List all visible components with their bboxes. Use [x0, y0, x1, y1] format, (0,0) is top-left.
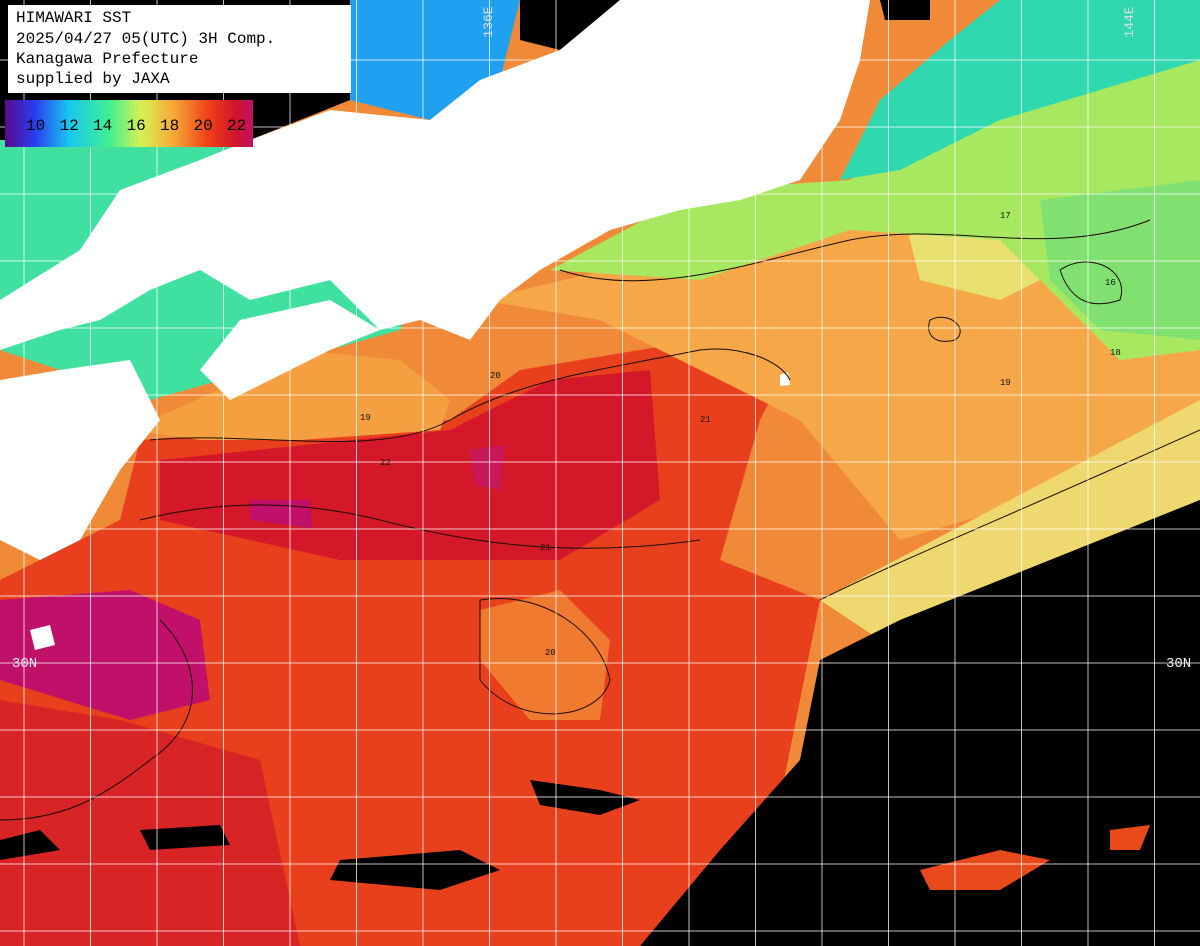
ocean-hot — [470, 445, 505, 490]
cloud — [0, 830, 60, 860]
land — [0, 360, 160, 560]
latitude-label: 30N — [12, 656, 37, 672]
contour-label: 21 — [540, 543, 551, 553]
colorbar-labels: 10 12 14 16 18 20 22 — [26, 117, 246, 135]
land — [0, 0, 870, 350]
cloud — [140, 825, 230, 850]
isotherm — [139, 504, 701, 549]
info-line: Kanagawa Prefecture — [16, 50, 198, 68]
contour-label: 20 — [545, 648, 556, 658]
isotherm — [479, 598, 611, 715]
contour-label: 17 — [1000, 211, 1011, 221]
colorbar-label: 22 — [227, 117, 246, 135]
ocean-green — [550, 40, 1200, 360]
colorbar-label: 12 — [60, 117, 79, 135]
contour-label: 22 — [380, 458, 391, 468]
colorbar-label: 16 — [127, 117, 146, 135]
contour-label: 18 — [1110, 348, 1121, 358]
ocean-red — [1110, 825, 1150, 850]
contour-label: 19 — [360, 413, 371, 423]
longitude-label: 144E — [1122, 6, 1137, 37]
land — [30, 625, 55, 650]
colorbar-label: 14 — [93, 117, 112, 135]
ocean-cyan — [840, 0, 1200, 180]
ocean-green — [1040, 180, 1200, 340]
contour-label: 20 — [490, 371, 501, 381]
contour-label: 19 — [1000, 378, 1011, 388]
labels: 136E 144E 30N 30N 20 19 21 22 20 18 17 16 19 21 — [12, 6, 1191, 672]
cloud — [640, 500, 1200, 946]
isotherm — [819, 429, 1200, 601]
info-line: 2025/04/27 05(UTC) 3H Comp. — [16, 30, 275, 48]
ocean-cool — [820, 400, 1200, 640]
info-box — [8, 5, 351, 93]
colorbar-label: 10 — [26, 117, 45, 135]
contours — [0, 219, 1200, 821]
ocean-warm-eddy — [480, 590, 610, 720]
cloud — [330, 850, 500, 890]
ocean-core — [0, 700, 300, 946]
cloud — [520, 0, 620, 50]
info-line: supplied by JAXA — [16, 70, 170, 88]
colorbar — [5, 100, 253, 147]
isotherm — [149, 348, 791, 443]
isotherm — [1059, 261, 1123, 305]
isotherm — [559, 219, 1151, 282]
ocean-hot — [250, 500, 312, 528]
info-line: HIMAWARI SST — [16, 9, 131, 27]
colorbar-label: 18 — [160, 117, 179, 135]
isotherm — [0, 619, 193, 821]
cloud — [880, 0, 930, 20]
contour-label: 21 — [700, 415, 711, 425]
latitude-label: 30N — [1166, 656, 1191, 672]
longitude-label: 136E — [481, 6, 496, 37]
ocean-red — [920, 850, 1050, 890]
colorbar-label: 20 — [194, 117, 213, 135]
contour-label: 16 — [1105, 278, 1116, 288]
